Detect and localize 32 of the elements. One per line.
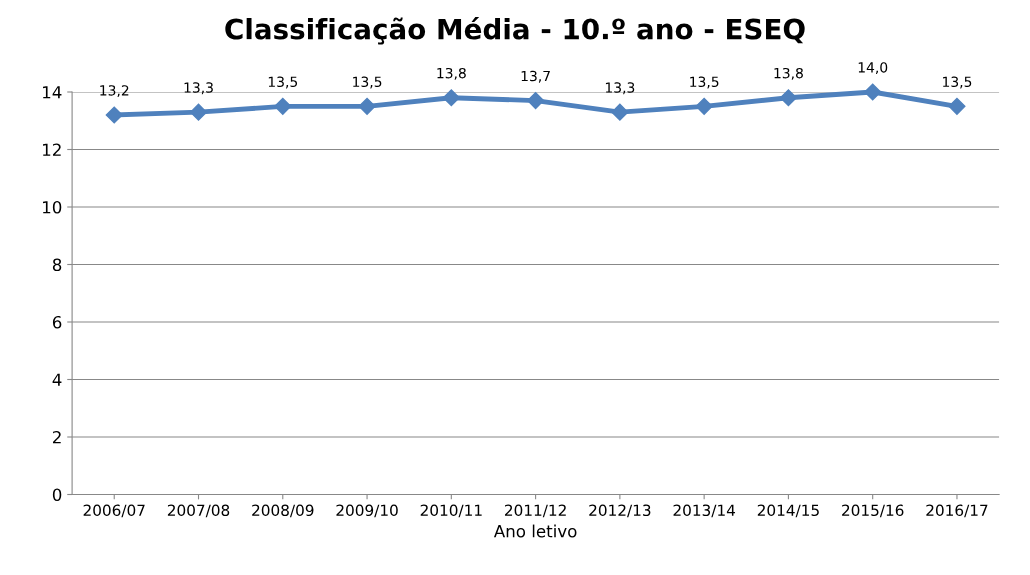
data-label: 13,5 (690, 76, 719, 89)
data-label: 13,5 (268, 76, 298, 89)
x-tick-label: 2006/07 (83, 504, 145, 518)
x-tick-label: 2007/08 (167, 504, 230, 518)
x-tick-label: 2010/11 (420, 504, 482, 518)
x-tick-label: 2011/12 (504, 504, 566, 518)
data-label: 13,5 (353, 76, 382, 89)
data-label: 13,7 (521, 70, 550, 83)
y-tick-label: 0 (52, 488, 62, 502)
y-tick-label: 2 (52, 430, 61, 444)
x-tick-label: 2013/14 (673, 504, 736, 518)
x-tick-label: 2008/09 (252, 504, 314, 518)
x-tick-label: 2014/15 (757, 504, 819, 518)
data-label: 13,3 (605, 82, 635, 95)
chart-title: Classificação Média - 10.º ano - ESEQ (225, 16, 805, 45)
y-tick-label: 10 (43, 200, 62, 214)
y-tick-label: 12 (43, 143, 61, 156)
data-label: 13,8 (437, 67, 466, 80)
data-label: 13,2 (100, 85, 129, 98)
y-tick-label: 14 (43, 86, 62, 99)
data-label: 13,8 (774, 67, 803, 80)
x-tick-label: 2016/17 (926, 504, 988, 518)
data-label: 14,0 (858, 62, 888, 75)
data-label: 13,3 (184, 82, 213, 95)
x-tick-label: 2012/13 (589, 504, 651, 518)
y-tick-label: 4 (52, 373, 62, 386)
x-axis-title: Ano letivo (493, 524, 577, 538)
x-tick-label: 2015/16 (842, 504, 904, 518)
data-label: 13,5 (943, 76, 972, 89)
y-tick-label: 8 (52, 258, 62, 272)
x-tick-label: 2009/10 (336, 504, 398, 518)
y-tick-label: 6 (52, 315, 62, 329)
